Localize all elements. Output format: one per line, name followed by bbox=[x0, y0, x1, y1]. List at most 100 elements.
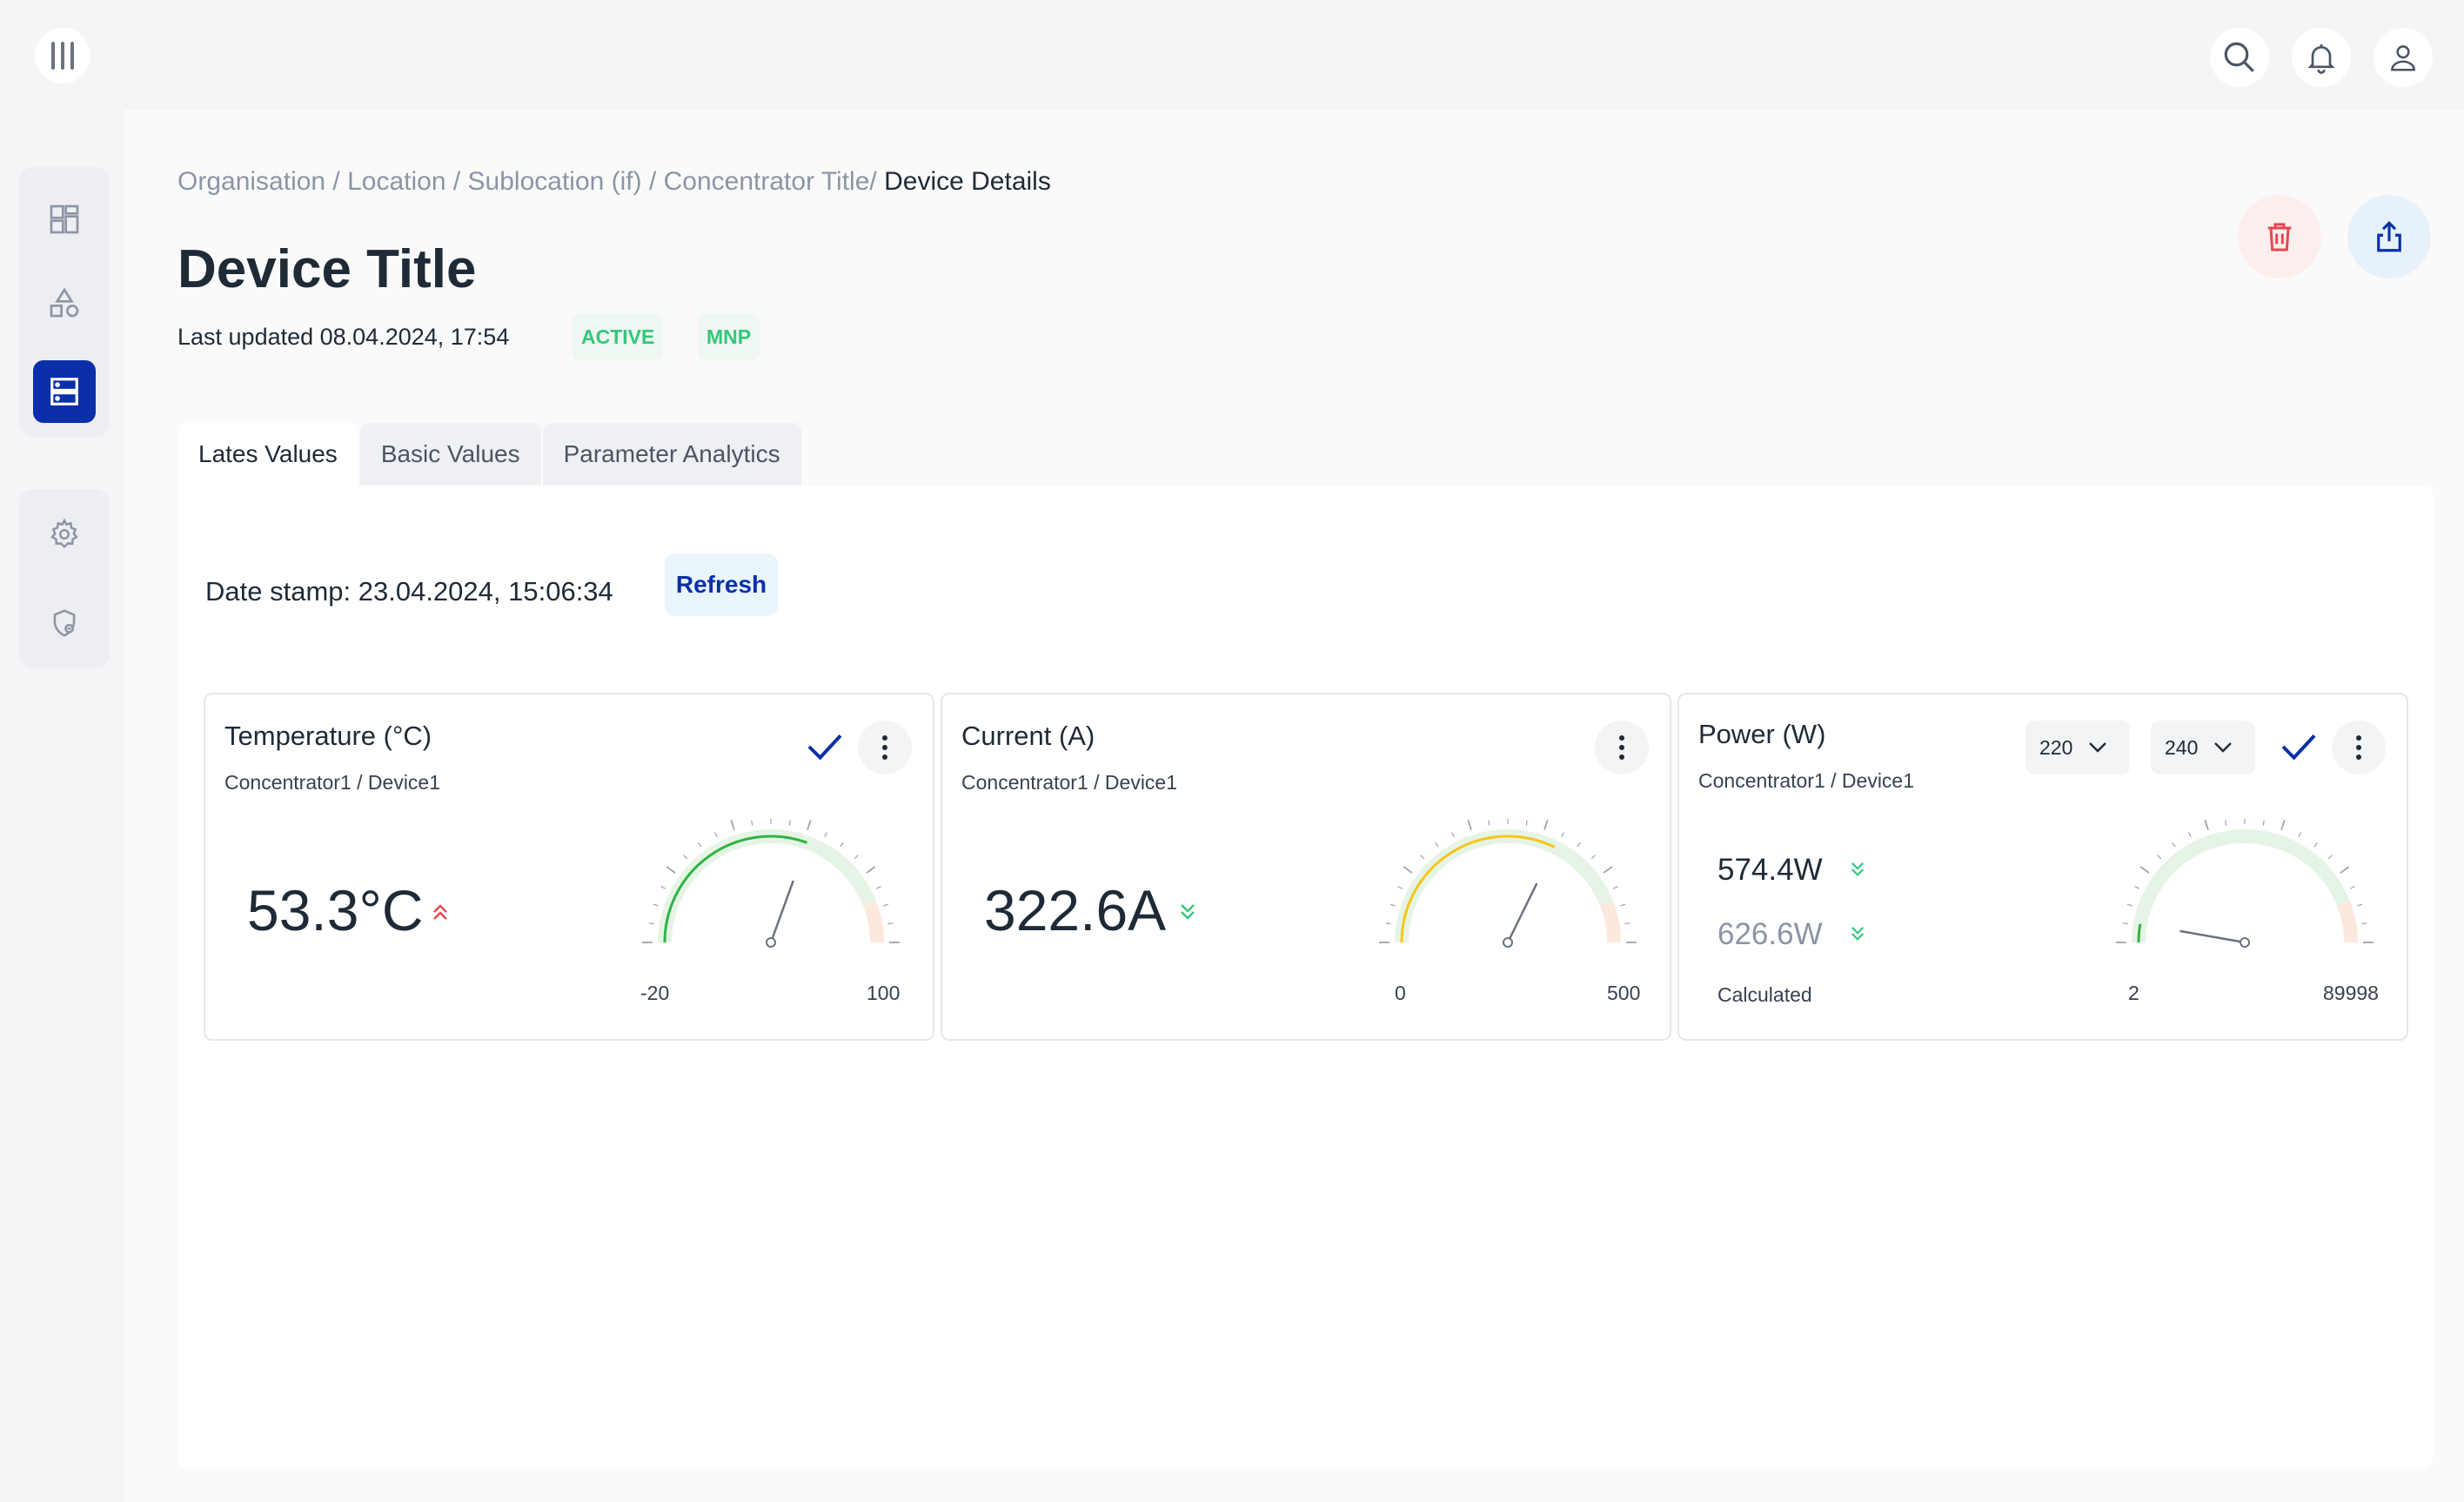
card-title: Power (W) bbox=[1698, 719, 1826, 749]
trend-up-icon bbox=[433, 904, 447, 920]
menu-icon[interactable] bbox=[35, 28, 90, 84]
gauge-tick bbox=[1561, 832, 1565, 838]
gauge-min-label: 0 bbox=[1395, 982, 1406, 1004]
gauge-hub bbox=[2240, 937, 2250, 948]
gauge-tick bbox=[1403, 866, 1413, 874]
gauge-warning-zone bbox=[862, 901, 884, 943]
card-subtitle: Concentrator1 / Device1 bbox=[961, 771, 1178, 794]
gauge-tick bbox=[854, 855, 859, 860]
search-icon[interactable] bbox=[2210, 28, 2269, 87]
gauge-tick bbox=[1385, 922, 1391, 925]
gauge-tick bbox=[698, 842, 702, 848]
gauge-tick bbox=[1435, 842, 1439, 848]
select-value: 220 bbox=[2039, 735, 2073, 759]
kebab-icon bbox=[1619, 735, 1624, 760]
voltage-select-2[interactable]: 240 bbox=[2151, 721, 2255, 774]
main-content: Organisation / Location / Sublocation (i… bbox=[124, 110, 2464, 1502]
gauge-tick bbox=[2157, 855, 2162, 860]
temperature-gauge bbox=[642, 819, 900, 948]
gauge-tick bbox=[713, 832, 718, 838]
sidebar-item-devices[interactable] bbox=[33, 360, 96, 423]
gauge-value-arc bbox=[663, 835, 808, 943]
gauge-min-label: -20 bbox=[640, 982, 670, 1004]
gauge-tick bbox=[1389, 903, 1396, 907]
bell-icon[interactable] bbox=[2292, 28, 2351, 87]
tab-basic-values[interactable]: Basic Values bbox=[359, 423, 541, 486]
gauge-tick bbox=[1450, 832, 1455, 838]
gauge-needle bbox=[1506, 882, 1538, 943]
kebab-menu-button[interactable] bbox=[1595, 721, 1649, 774]
gauge-tick bbox=[1543, 819, 1549, 830]
sidebar-item-shapes[interactable] bbox=[33, 272, 96, 334]
gauge-tick bbox=[2262, 820, 2265, 826]
gauge-tick bbox=[807, 819, 812, 830]
gauge-tick bbox=[2298, 832, 2302, 838]
top-bar bbox=[0, 0, 2464, 110]
check-icon[interactable] bbox=[806, 731, 844, 762]
sidebar-item-settings[interactable] bbox=[33, 503, 96, 566]
gauge-tick bbox=[1420, 855, 1425, 860]
gauge-tick bbox=[1525, 820, 1528, 826]
delete-button[interactable] bbox=[2238, 195, 2321, 278]
status-badge-mnp: MNP bbox=[698, 313, 760, 360]
check-icon[interactable] bbox=[2280, 731, 2318, 762]
gauge-tick bbox=[1612, 885, 1618, 889]
kebab-menu-button[interactable] bbox=[858, 721, 912, 774]
gauge-tick bbox=[660, 885, 666, 889]
gauge-tick bbox=[2340, 866, 2350, 874]
calculated-label: Calculated bbox=[1717, 983, 1812, 1006]
gauge-min-label: 2 bbox=[2128, 982, 2139, 1004]
gauge-tick bbox=[2134, 885, 2140, 889]
tab-parameter-analytics[interactable]: Parameter Analytics bbox=[542, 423, 801, 486]
gauge-hub bbox=[1503, 937, 1513, 948]
gauge-tick bbox=[824, 832, 828, 838]
current-card: Current (A) Concentrator1 / Device1 322.… bbox=[941, 693, 1671, 1041]
voltage-select-1[interactable]: 220 bbox=[2025, 721, 2130, 774]
gauge-tick bbox=[648, 922, 654, 925]
select-value: 240 bbox=[2165, 735, 2199, 759]
refresh-button[interactable]: Refresh bbox=[665, 553, 778, 616]
gauge-tick bbox=[1590, 855, 1596, 860]
gear-icon bbox=[50, 518, 78, 548]
card-title: Current (A) bbox=[961, 721, 1095, 751]
gauge-tick bbox=[887, 922, 894, 925]
gauge-safe-zone bbox=[2132, 829, 2350, 943]
gauge-tick bbox=[840, 842, 844, 848]
shapes-icon bbox=[50, 287, 79, 318]
gauge-tick bbox=[1577, 842, 1581, 848]
user-icon[interactable] bbox=[2374, 28, 2433, 87]
gauge-tick bbox=[751, 820, 753, 826]
share-icon bbox=[2377, 221, 2401, 252]
sidebar-main-nav bbox=[19, 167, 110, 437]
gauge-tick bbox=[2357, 903, 2363, 907]
gauge-max-label: 500 bbox=[1607, 982, 1641, 1004]
date-stamp: Date stamp: 23.04.2024, 15:06:34 bbox=[205, 576, 613, 607]
gauge-value-arc bbox=[1400, 835, 1556, 943]
sidebar-item-security[interactable] bbox=[33, 592, 96, 654]
sidebar-item-dashboard[interactable] bbox=[33, 188, 96, 251]
gauge-value-arc bbox=[2137, 923, 2142, 943]
gauge-tick bbox=[2204, 819, 2209, 830]
gauge-tick bbox=[653, 903, 659, 907]
power-card: Power (W) Concentrator1 / Device1 220 24… bbox=[1677, 693, 2408, 1041]
share-button[interactable] bbox=[2347, 195, 2431, 278]
gauge-tick bbox=[2126, 903, 2133, 907]
breadcrumb: Organisation / Location / Sublocation (i… bbox=[177, 167, 1051, 197]
gauge-tick bbox=[875, 885, 881, 889]
gauge-tick bbox=[1467, 819, 1472, 830]
sidebar-secondary-nav bbox=[19, 489, 110, 668]
gauge-tick bbox=[2313, 842, 2318, 848]
breadcrumb-path[interactable]: Organisation / Location / Sublocation (i… bbox=[177, 167, 877, 196]
gauge-tick bbox=[2139, 866, 2150, 874]
gauge-tick bbox=[666, 866, 676, 874]
tab-latest-values[interactable]: Lates Values bbox=[177, 423, 358, 486]
trend-down-icon bbox=[1851, 862, 1865, 876]
latest-values-panel: Date stamp: 23.04.2024, 15:06:34 Refresh… bbox=[177, 486, 2433, 1469]
gauge-safe-zone bbox=[658, 829, 876, 943]
current-gauge bbox=[1379, 819, 1637, 948]
last-updated: Last updated 08.04.2024, 17:54 bbox=[177, 324, 510, 350]
gauge-tick bbox=[1620, 903, 1626, 907]
gauge-needle bbox=[2179, 929, 2246, 944]
kebab-icon bbox=[882, 735, 887, 760]
kebab-menu-button[interactable] bbox=[2332, 721, 2386, 774]
